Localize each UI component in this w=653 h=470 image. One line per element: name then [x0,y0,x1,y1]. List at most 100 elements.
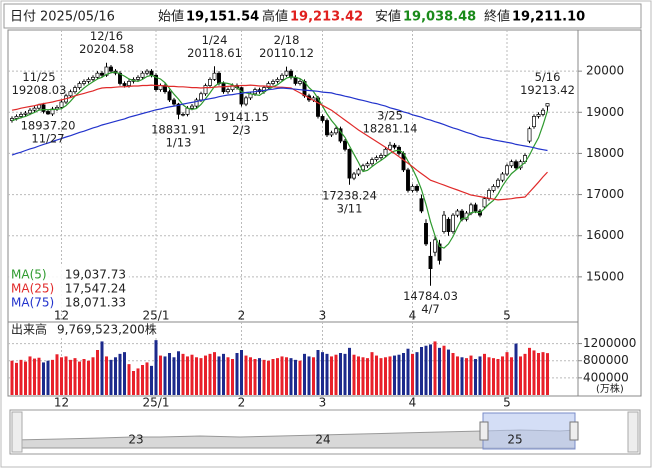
x-tick-label: 25/1 [143,396,170,410]
volume-bar [222,353,225,395]
candle-body [482,198,487,208]
annotation-date: 5/16 [535,70,561,84]
legend-name: MA(75) [11,296,54,310]
volume-bar [496,359,500,395]
volume-subtitle: 9,769,523,200株 [57,322,157,337]
legend-value: 18,071.33 [65,296,126,310]
candle-body [356,169,361,175]
volume-bar [312,357,315,395]
scroll-right[interactable] [627,411,639,453]
legend-value: 19,037.73 [65,268,126,282]
candle-body [275,79,280,82]
volume-bar [114,357,117,395]
volume-bar [447,349,450,395]
navigator-handle[interactable] [479,421,489,441]
navigator-window[interactable] [482,412,576,450]
y-tick-label: 15000 [586,269,624,283]
candle-body [374,157,379,160]
volume-bar [37,357,41,395]
volume-bar [411,353,414,395]
x-tick-label: 3 [319,309,327,323]
x-tick-label: 5 [503,309,511,323]
candle-body [82,81,86,84]
volume-bar [343,353,347,395]
volume-bar [366,358,369,395]
volume-bar [330,356,333,395]
volume-bar [159,355,162,395]
navigator-label: 24 [315,433,330,447]
candle-body [320,116,325,121]
price-plot [10,62,550,286]
volume-bar [334,354,338,395]
navigator: 23 24 25 [9,409,641,455]
x-tick-label: 12 [54,396,69,410]
annotation-date: 1/13 [166,136,192,150]
candle-body [14,116,19,119]
annotation-date: 11/27 [31,131,64,145]
volume-bar [420,347,423,395]
volume-bar [415,352,419,395]
candle-body [194,99,199,107]
volume-bar [307,356,311,395]
y-tick-label: 20000 [586,64,624,78]
candle-body [280,74,284,80]
annotation-date: 4/7 [421,302,440,316]
candle-body [190,105,194,109]
candle-body [352,173,356,179]
candle-body [239,87,244,105]
volume-bar [60,357,63,395]
candle-body [68,91,73,97]
navigator-handle[interactable] [569,421,579,441]
candle-body [419,198,424,212]
candle-body [221,83,226,93]
volume-bar [510,357,513,395]
legend-box [9,266,129,310]
candle-body [491,185,496,191]
navigator-label: 25 [507,433,522,447]
candle-body [496,179,500,187]
volume-bar [249,357,252,395]
volume-bar [280,356,284,395]
candle-body [118,72,122,84]
volume-bar [442,345,446,395]
volume-title: 出来高 [11,322,47,337]
annotation-value: 19208.03 [12,83,67,97]
volume-title-box [9,323,159,337]
volume-bar [262,359,266,395]
header-box [3,3,642,29]
volume-bar [82,359,86,395]
field-label: 終値 [484,9,510,25]
volume-bar [429,344,432,395]
candle-body [41,104,46,112]
volume-bar [150,365,153,395]
candle-body [145,70,149,74]
annotation-date: 1/24 [202,33,228,47]
candle-body [329,132,334,136]
candle-body [446,218,451,232]
volume-bar [168,353,171,395]
field-value: 19,211.10 [512,10,585,25]
field-value: 19,151.54 [186,10,259,25]
candle-body [392,144,397,148]
candle-body [536,113,541,117]
y-unit: (万株) [596,382,624,395]
candle-body [154,74,158,91]
volume-bar [294,359,297,395]
candle-body [442,214,446,232]
candle-body [532,116,536,128]
field-value: 19,038.48 [403,10,476,25]
field-label: 安値 [375,9,401,25]
volume-bar [235,353,239,395]
y-tick-label: 18000 [586,146,624,160]
volume-bar [505,352,509,395]
scroll-left[interactable] [11,411,23,453]
volume-bar [465,358,468,395]
volume-bar [339,353,342,395]
annotation-value: 19141.15 [214,110,269,124]
candle-body [266,83,271,88]
candle-body [217,72,221,84]
volume-bar [258,358,261,395]
annotation-value: 18831.91 [151,123,206,137]
candle-body [140,72,145,78]
volume-bar [118,353,122,395]
